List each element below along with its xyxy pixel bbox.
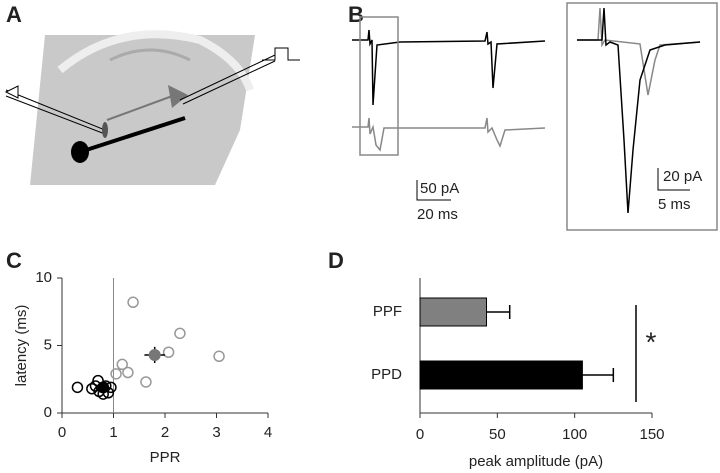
x-tick-label: 100 (562, 426, 587, 443)
zoom-box (359, 16, 399, 156)
arrow (168, 85, 188, 108)
scale-bar (416, 180, 451, 201)
cell (102, 122, 108, 138)
point (71, 381, 84, 394)
pipette (179, 54, 276, 101)
mean-point (97, 381, 110, 394)
mean-point (148, 348, 161, 361)
x-tick-label: 0 (58, 424, 66, 441)
point (110, 368, 122, 380)
scale-label: 50 pA (420, 180, 459, 197)
x-axis-label: peak amplitude (pA) (469, 453, 603, 470)
panel-label: D (328, 248, 344, 273)
point (162, 346, 175, 358)
slice-structure (57, 30, 254, 92)
bar (419, 297, 488, 327)
scale-label: 20 ms (417, 206, 458, 223)
panel-label: C (6, 248, 22, 273)
x-tick-label: 0 (416, 426, 424, 443)
bar (419, 360, 583, 390)
axon (106, 94, 176, 121)
zoom-box (566, 2, 718, 231)
category-label: PPF (373, 303, 402, 320)
arrow (4, 85, 19, 99)
category-label: PPD (371, 366, 402, 383)
scale-bar (657, 168, 690, 191)
trace (577, 7, 701, 96)
point (174, 327, 186, 340)
electrode (79, 116, 186, 154)
point (140, 376, 152, 388)
x-tick-label: 1 (109, 424, 117, 441)
x-tick-label: 3 (212, 424, 220, 441)
pipette (5, 95, 106, 135)
x-tick-label: 2 (161, 424, 169, 441)
x-tick-label: 4 (264, 424, 272, 441)
scale-label: 5 ms (658, 196, 691, 213)
y-tick-label: 10 (35, 269, 52, 286)
cell (71, 141, 89, 163)
scale-label: 20 pA (663, 168, 702, 185)
slice-structure (109, 48, 191, 62)
point (122, 366, 134, 379)
panel-label: B (348, 2, 364, 27)
y-tick-label: 0 (44, 404, 52, 421)
trace (577, 7, 701, 214)
significance-label: * (646, 326, 657, 357)
point (127, 296, 139, 309)
y-tick-label: 5 (44, 336, 52, 353)
x-tick-label: 50 (489, 426, 506, 443)
pipette (5, 89, 106, 131)
x-tick-label: 150 (639, 426, 664, 443)
pipette (182, 60, 276, 105)
point (116, 358, 129, 371)
trace (352, 117, 546, 152)
stimulus (262, 47, 300, 61)
panel-label: A (6, 2, 22, 27)
point (213, 350, 225, 363)
trace (352, 29, 546, 106)
x-axis-label: PPR (150, 449, 181, 466)
y-axis-label: latency (ms) (13, 305, 30, 387)
